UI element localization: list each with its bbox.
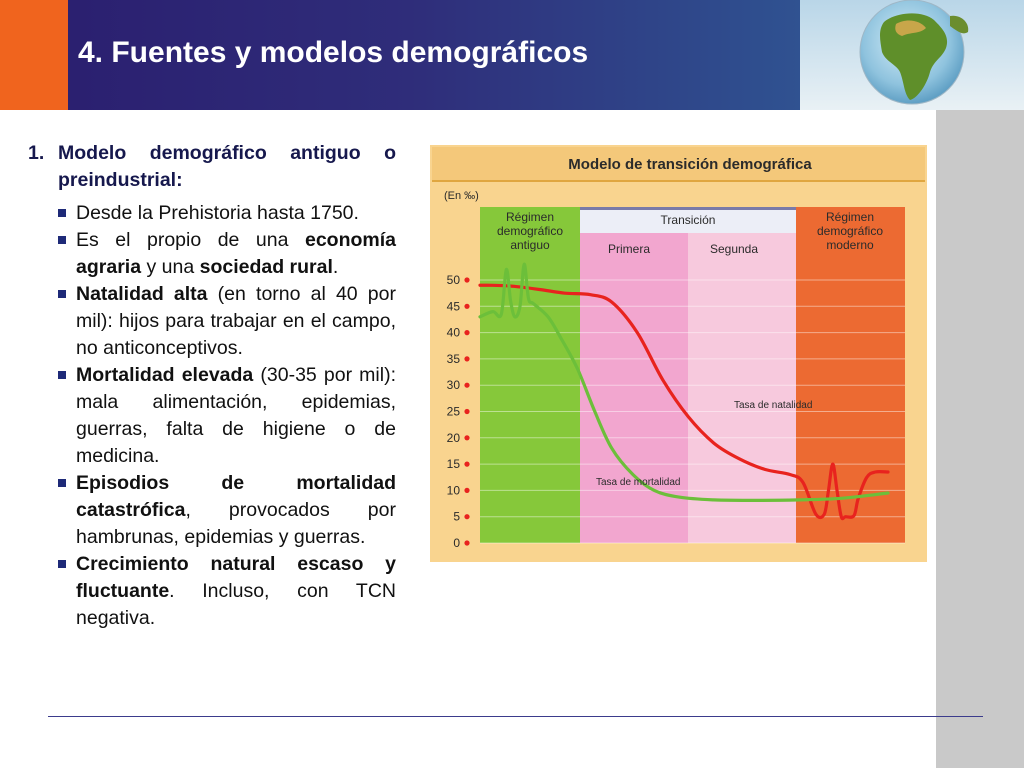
y-tick-label: 5	[453, 510, 460, 524]
transition-chart: Modelo de transición demográfica (En ‰) …	[430, 145, 927, 562]
bullet-square-icon	[58, 371, 66, 379]
bullet-item: Desde la Prehistoria hasta 1750.	[56, 200, 396, 227]
y-tick-label: 25	[447, 405, 461, 419]
phase-band-segunda	[688, 233, 796, 543]
bullet-bold-text: Episodios de mortalidad catastrófica	[76, 472, 396, 521]
y-tick-dot	[464, 461, 470, 467]
y-tick-dot	[464, 277, 470, 283]
bullet-square-icon	[58, 209, 66, 217]
chart-svg: Modelo de transición demográfica (En ‰) …	[430, 145, 927, 562]
bullet-list: Desde la Prehistoria hasta 1750. Es el pr…	[28, 200, 396, 632]
chart-title-band	[432, 147, 925, 180]
bullet-bold-text: economía agraria	[76, 229, 396, 278]
transition-header-band	[580, 207, 796, 233]
y-tick-label: 50	[447, 273, 461, 287]
bullet-text: (30-35 por mil): mala alimentación, epid…	[76, 364, 396, 467]
bullet-bold-text: Natalidad alta	[76, 283, 208, 305]
bullet-text: . Incluso, con TCN negativa.	[76, 580, 396, 629]
phase-label-antiguo-3: antiguo	[510, 238, 550, 252]
y-tick-dot	[464, 382, 470, 388]
y-tick-dot	[464, 303, 470, 309]
y-tick-dot	[464, 356, 470, 362]
bullet-text: Desde la Prehistoria hasta 1750.	[76, 202, 359, 224]
globe-image	[800, 0, 1024, 110]
bullet-item: Mortalidad elevada (30-35 por mil): mala…	[56, 362, 396, 470]
transition-label: Transición	[661, 213, 716, 227]
y-tick-label: 15	[447, 457, 461, 471]
gridlines	[480, 279, 905, 544]
y-tick-label: 45	[447, 299, 461, 313]
footer-divider	[48, 716, 983, 717]
bullet-text: (en torno al 40 por mil): hijos para tra…	[76, 283, 396, 359]
series-label-mortalidad: Tasa de mortalidad	[596, 477, 681, 488]
phase-band-moderno	[796, 207, 905, 543]
text-column: 1. Modelo demográfico antiguo o preindus…	[28, 140, 396, 632]
bullet-text: .	[332, 256, 339, 278]
bullet-text: y una	[141, 256, 200, 278]
bullet-square-icon	[58, 236, 66, 244]
right-sidebar-decoration	[936, 110, 1024, 768]
phase-label-primera: Primera	[608, 242, 650, 256]
bullet-item: Crecimiento natural escaso y fluctuante.…	[56, 551, 396, 632]
section-heading: 1. Modelo demográfico antiguo o preindus…	[28, 140, 396, 194]
phase-label-segunda: Segunda	[710, 242, 758, 256]
y-tick-dot	[464, 487, 470, 493]
phase-label-antiguo-2: demográfico	[497, 224, 563, 238]
bullet-bold-text: sociedad rural	[199, 256, 333, 278]
section-number: 1.	[28, 142, 45, 164]
y-tick-label: 40	[447, 326, 461, 340]
phase-label-moderno-1: Régimen	[826, 210, 874, 224]
phase-label-antiguo-1: Régimen	[506, 210, 554, 224]
y-tick-label: 10	[447, 483, 461, 497]
transition-top-rule	[580, 207, 796, 210]
phase-label-moderno-3: moderno	[826, 238, 874, 252]
phase-band-primera	[580, 233, 688, 543]
y-tick-label: 20	[447, 431, 461, 445]
phase-band-antiguo	[480, 207, 580, 543]
page-title: 4. Fuentes y modelos demográficos	[78, 36, 589, 69]
bullet-square-icon	[58, 560, 66, 568]
bullet-square-icon	[58, 479, 66, 487]
globe-icon	[859, 0, 969, 105]
y-tick-label: 0	[453, 536, 460, 550]
bullet-text: Es el propio de una	[76, 229, 305, 251]
series-label-natalidad: Tasa de natalidad	[734, 400, 812, 411]
y-tick-dot	[464, 408, 470, 415]
y-tick-dot	[464, 540, 470, 546]
bullet-item: Natalidad alta (en torno al 40 por mil):…	[56, 281, 396, 362]
chart-title: Modelo de transición demográfica	[568, 156, 812, 173]
bullet-item: Es el propio de una economía agraria y u…	[56, 227, 396, 281]
series-line-natalidad	[478, 283, 890, 521]
unit-label: (En ‰)	[444, 190, 479, 202]
phase-label-moderno-2: demográfico	[817, 224, 883, 238]
bullet-text: , provocados por hambrunas, epidemias y …	[76, 499, 396, 548]
bullet-bold-text: Mortalidad elevada	[76, 364, 254, 386]
y-tick-dot	[464, 435, 470, 441]
y-tick-label: 30	[447, 378, 461, 392]
y-tick-dot	[464, 514, 470, 520]
section-heading-text: Modelo demográfico antiguo o preindustri…	[58, 142, 396, 191]
orange-accent	[0, 0, 68, 110]
bullet-bold-text: Crecimiento natural escaso y fluctuante	[76, 553, 396, 602]
series-layer	[478, 262, 890, 521]
y-tick-dot	[464, 330, 470, 336]
y-tick-label: 35	[447, 352, 461, 366]
series-line-mortalidad	[478, 262, 890, 502]
bullet-square-icon	[58, 290, 66, 298]
bullet-item: Episodios de mortalidad catastrófica, pr…	[56, 470, 396, 551]
